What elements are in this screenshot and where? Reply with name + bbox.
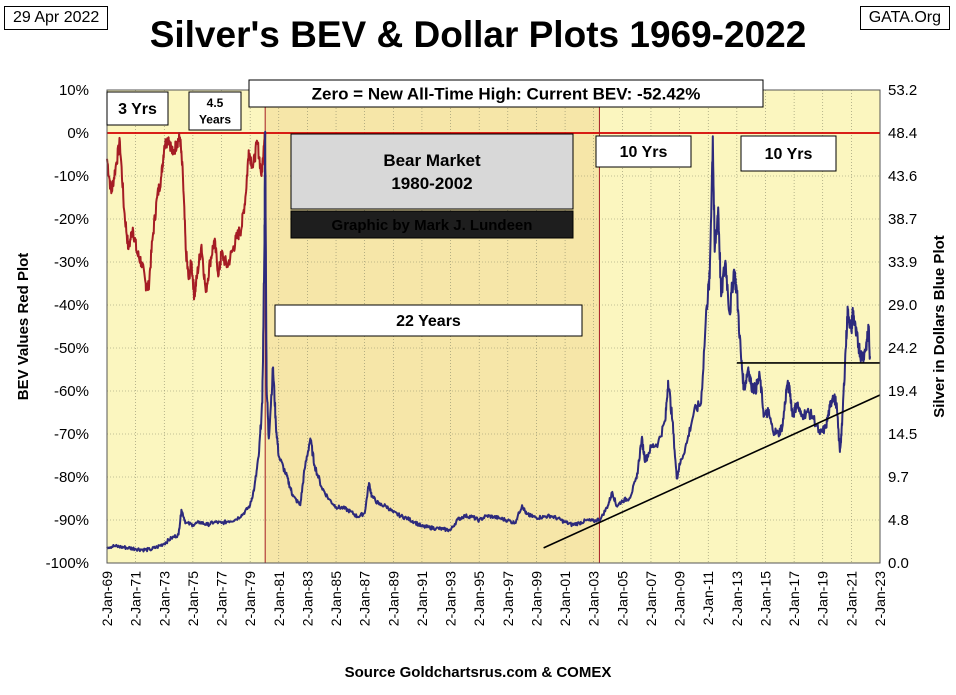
y-right-tick-label: 4.8: [888, 512, 909, 529]
annotation-twenty-two-years: 22 Years: [274, 304, 583, 337]
annotation-twenty-two-years-box: [274, 304, 583, 337]
y-right-tick-label: 9.7: [888, 469, 909, 486]
y-left-tick-label: -80%: [54, 469, 89, 486]
y-left-tick-label: -20%: [54, 211, 89, 228]
x-tick-label: 2-Jan-91: [414, 571, 430, 626]
annotation-credit-box: [290, 210, 574, 239]
x-tick-label: 2-Jan-11: [700, 571, 716, 625]
annotation-ten-years-first: 10 Yrs: [595, 135, 692, 168]
y-left-tick-label: -60%: [54, 383, 89, 400]
x-tick-label: 2-Jan-87: [357, 571, 373, 626]
annotation-four-and-half-years-text: 4.5: [207, 96, 224, 110]
trend-line-layer: [543, 362, 881, 549]
annotation-four-and-half-years: 4.5 Years: [188, 91, 242, 131]
annotation-three-years: 3 Yrs: [106, 91, 169, 126]
y-right-tick-label: 19.4: [888, 383, 917, 400]
annotation-bear-market-text: Bear Market: [383, 151, 481, 170]
y-right-tick-label: 24.2: [888, 340, 917, 357]
y-left-axis-title: BEV Values Red Plot: [15, 253, 32, 401]
x-tick-label: 2-Jan-01: [557, 571, 573, 626]
annotation-three-years-text: 3 Yrs: [118, 101, 157, 118]
date-stamp: 29 Apr 2022: [4, 6, 109, 30]
series-line-silver-blue: [106, 130, 871, 553]
annotation-credit: Graphic by Mark J. Lundeen: [290, 210, 574, 239]
chart-title: Silver's BEV & Dollar Plots 1969-2022: [149, 14, 807, 55]
annotation-ten-years-second-text: 10 Yrs: [765, 146, 813, 163]
y-left-tick-label: -50%: [54, 340, 89, 357]
x-tick-label: 2-Jan-83: [299, 571, 315, 626]
y-left-tick-label: -100%: [46, 555, 89, 572]
x-tick-label: 2-Jan-17: [786, 571, 802, 626]
x-tick-label: 2-Jan-89: [385, 571, 401, 626]
annotation-three-years-box: [106, 91, 169, 126]
trend-line-support: [543, 394, 881, 549]
x-tick-label: 2-Jan-15: [757, 571, 773, 626]
y-left-tick-label: 10%: [59, 82, 89, 99]
y-left-tick-label: -30%: [54, 254, 89, 271]
annotation-layer: Zero = New All-Time High: Current BEV: -…: [106, 79, 837, 337]
annotation-ten-years-second-box: [740, 135, 837, 172]
y-left-tick-label: 0%: [67, 125, 89, 142]
x-tick-label: 2-Jan-71: [128, 571, 144, 626]
y-right-tick-label: 33.9: [888, 254, 917, 271]
y-right-tick-label: 38.7: [888, 211, 917, 228]
annotation-zero-note-text: Zero = New All-Time High: Current BEV: -…: [312, 84, 701, 103]
x-tick-label: 2-Jan-19: [815, 571, 831, 626]
x-tick-label: 2-Jan-79: [242, 571, 258, 626]
x-tick-label: 2-Jan-85: [328, 571, 344, 626]
y-right-tick-label: 43.6: [888, 168, 917, 185]
annotation-credit-text: Graphic by Mark J. Lundeen: [332, 217, 533, 234]
x-tick-label: 2-Jan-99: [528, 571, 544, 626]
x-tick-label: 2-Jan-09: [672, 571, 688, 626]
x-tick-label: 2-Jan-73: [156, 571, 172, 626]
source-note: Source Goldchartsrus.com & COMEX: [344, 664, 612, 681]
annotation-four-and-half-years-text: Years: [199, 112, 231, 126]
axis-title-layer: BEV Values Red Plot Silver in Dollars Blu…: [15, 235, 948, 418]
x-tick-label: 2-Jan-95: [471, 571, 487, 626]
annotation-bear-market: Bear Market 1980-2002: [290, 133, 574, 210]
y-left-tick-label: -70%: [54, 426, 89, 443]
x-tick-label: 2-Jan-77: [214, 571, 230, 626]
y-right-tick-label: 53.2: [888, 82, 917, 99]
annotation-zero-note-box: [248, 79, 764, 108]
annotation-four-and-half-years-box: [188, 91, 242, 131]
x-tick-label: 2-Jan-13: [729, 571, 745, 626]
annotation-bear-market-box: [290, 133, 574, 210]
x-tick-label: 2-Jan-03: [586, 571, 602, 626]
x-tick-label: 2-Jan-23: [872, 571, 888, 626]
x-tick-label: 2-Jan-75: [185, 571, 201, 626]
annotation-ten-years-first-box: [595, 135, 692, 168]
annotation-twenty-two-years-text: 22 Years: [396, 313, 461, 330]
source-site-stamp: GATA.Org: [859, 6, 950, 30]
y-right-tick-label: 0.0: [888, 555, 909, 572]
x-tick-label: 2-Jan-05: [614, 571, 630, 626]
x-tick-label: 2-Jan-69: [99, 571, 115, 626]
annotation-ten-years-first-text: 10 Yrs: [620, 144, 668, 161]
tick-label-layer: 10% 0% -10% -20% -30% -40% -50% -60% -70% -80% -90…: [46, 82, 918, 626]
x-tick-label: 2-Jan-07: [643, 571, 659, 626]
annotation-zero-note: Zero = New All-Time High: Current BEV: -…: [248, 79, 764, 108]
annotation-ten-years-second: 10 Yrs: [740, 135, 837, 172]
x-tick-label: 2-Jan-93: [443, 571, 459, 626]
y-left-tick-label: -90%: [54, 512, 89, 529]
y-right-tick-label: 29.0: [888, 297, 917, 314]
y-right-axis-title: Silver in Dollars Blue Plot: [931, 235, 948, 418]
x-tick-label: 2-Jan-81: [271, 571, 287, 626]
y-left-tick-label: -10%: [54, 168, 89, 185]
y-right-tick-label: 48.4: [888, 125, 917, 142]
x-tick-label: 2-Jan-97: [500, 571, 516, 626]
series-line-bev-red: [106, 132, 267, 301]
series-layer: [106, 130, 871, 553]
x-tick-label: 2-Jan-21: [843, 571, 859, 626]
annotation-bear-market-text: 1980-2002: [391, 174, 472, 193]
y-right-tick-label: 14.5: [888, 426, 917, 443]
y-left-tick-label: -40%: [54, 297, 89, 314]
